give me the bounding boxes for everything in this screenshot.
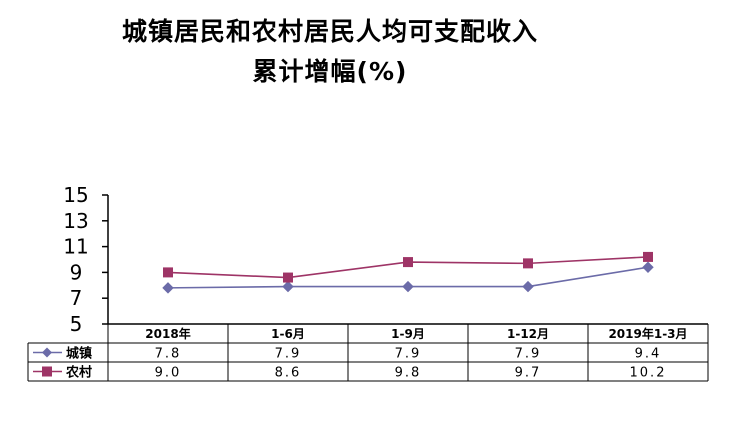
table-cell-value: 8.6 [275, 366, 302, 381]
data-point-1 [163, 267, 173, 278]
data-point-1 [643, 251, 653, 262]
chart-title-line1: 城镇居民和农村居民人均可支配收入 [121, 17, 538, 46]
y-tick-label: 13 [63, 209, 88, 233]
data-point-1 [283, 272, 293, 283]
table-cell-value: 7.9 [395, 347, 422, 362]
y-tick-label: 15 [63, 183, 88, 207]
legend-key-marker-1 [42, 366, 52, 377]
data-point-1 [403, 257, 413, 268]
table-cell-value: 9.7 [515, 366, 542, 381]
table-cell-value: 9.8 [395, 366, 422, 381]
data-point-1 [523, 258, 533, 269]
y-tick-label: 9 [70, 260, 83, 284]
data-point-0 [402, 280, 414, 293]
table-cell-value: 9.0 [155, 366, 182, 381]
table-cell-value: 9.4 [635, 347, 662, 362]
legend-label-1: 农村 [65, 365, 92, 381]
chart-title-line2: 累计增幅(%) [252, 57, 408, 86]
y-tick-label: 7 [70, 286, 83, 310]
data-point-0 [642, 261, 654, 273]
x-tick-label: 1-6月 [271, 327, 305, 341]
legend-label-0: 城镇 [66, 346, 92, 362]
y-tick-label: 11 [63, 235, 88, 259]
x-tick-label: 1-12月 [507, 327, 549, 341]
data-point-0 [162, 282, 174, 294]
x-tick-label: 1-9月 [391, 327, 425, 341]
x-tick-label: 2018年 [145, 326, 190, 341]
table-cell-value: 10.2 [630, 366, 667, 381]
x-tick-label: 2019年1-3月 [608, 326, 687, 341]
y-tick-label: 5 [70, 312, 83, 336]
table-cell-value: 7.8 [155, 347, 182, 362]
table-cell-value: 7.9 [515, 347, 542, 362]
data-point-0 [522, 280, 534, 293]
data-point-0 [282, 280, 294, 293]
table-cell-value: 7.9 [275, 347, 302, 362]
legend-key-marker-0 [42, 347, 52, 358]
